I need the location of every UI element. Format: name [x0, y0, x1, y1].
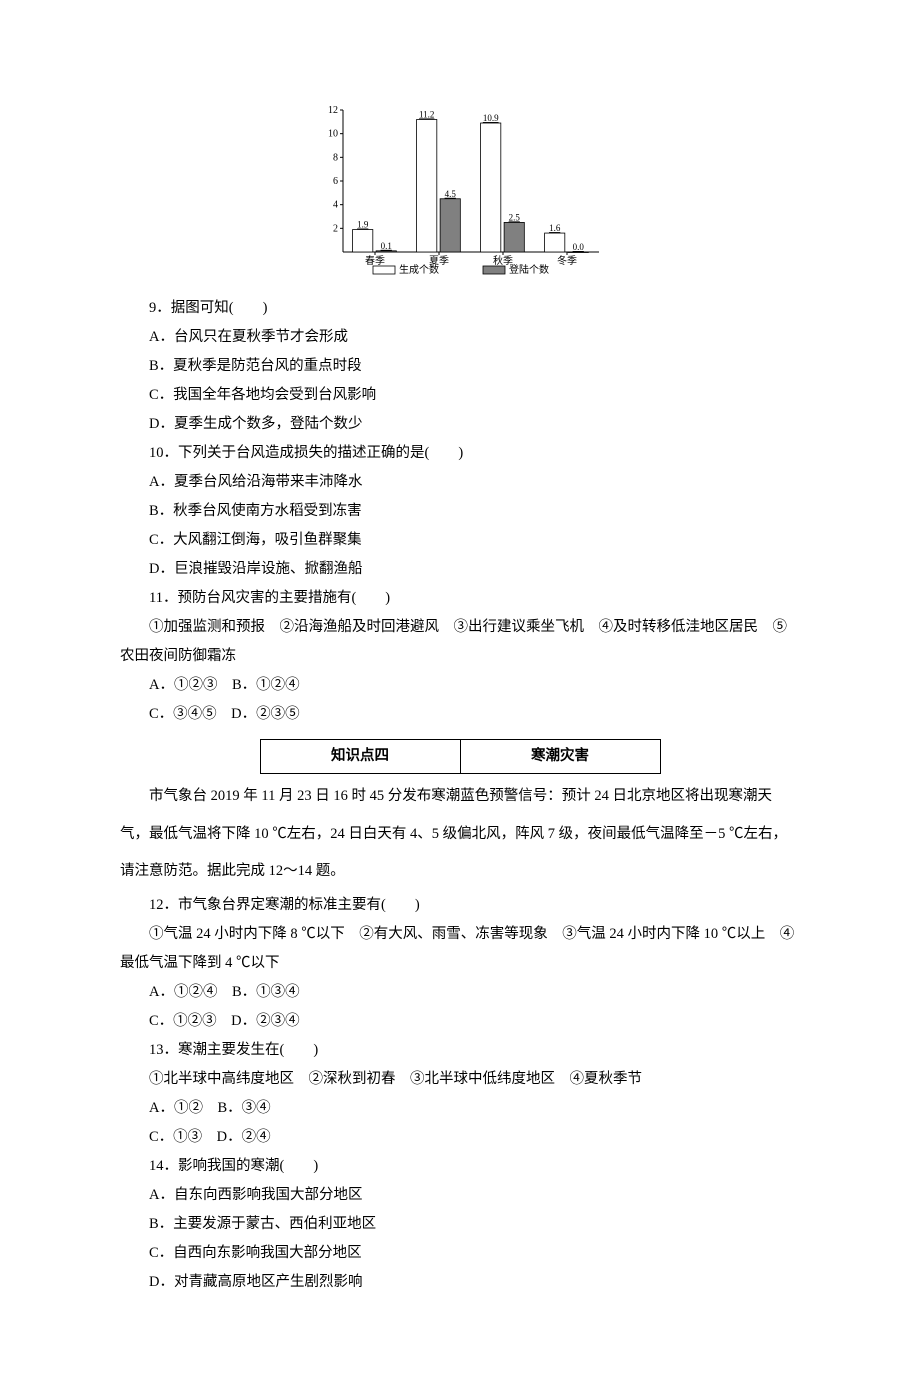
q10-option-a: A．夏季台风给沿海带来丰沛降水 — [120, 468, 800, 497]
q11-items: ①加强监测和预报 ②沿海渔船及时回港避风 ③出行建议乘坐飞机 ④及时转移低洼地区… — [120, 613, 800, 671]
q9-option-a: A．台风只在夏秋季节才会形成 — [120, 323, 800, 352]
q14-option-a: A．自东向西影响我国大部分地区 — [120, 1181, 800, 1210]
q10-option-b: B．秋季台风使南方水稻受到冻害 — [120, 497, 800, 526]
svg-text:登陆个数: 登陆个数 — [509, 263, 549, 276]
svg-text:4.5: 4.5 — [445, 189, 457, 199]
q12-options-ab: A．①②④ B．①③④ — [120, 978, 800, 1007]
q9-option-c: C．我国全年各地均会受到台风影响 — [120, 381, 800, 410]
svg-text:1.6: 1.6 — [549, 223, 561, 233]
svg-text:8: 8 — [333, 152, 338, 163]
q14-option-d: D．对青藏高原地区产生剧烈影响 — [120, 1268, 800, 1297]
svg-text:6: 6 — [333, 176, 338, 187]
svg-text:4: 4 — [333, 200, 338, 211]
q11-stem: 11．预防台风灾害的主要措施有( ) — [120, 584, 800, 613]
q9-stem: 9．据图可知( ) — [120, 294, 800, 323]
svg-text:1.9: 1.9 — [357, 220, 369, 230]
q11-options-ab: A．①②③ B．①②④ — [120, 671, 800, 700]
svg-text:生成个数: 生成个数 — [399, 263, 439, 276]
svg-text:12: 12 — [328, 105, 338, 116]
chart-container: 246810121.90.1春季11.24.5夏季10.92.5秋季1.60.0… — [120, 100, 800, 288]
q14-option-b: B．主要发源于蒙古、西伯利亚地区 — [120, 1210, 800, 1239]
typhoon-bar-chart: 246810121.90.1春季11.24.5夏季10.92.5秋季1.60.0… — [315, 100, 605, 288]
q13-options-ab: A．①② B．③④ — [120, 1094, 800, 1123]
section-header-left: 知识点四 — [260, 740, 460, 774]
q10-option-c: C．大风翻江倒海，吸引鱼群聚集 — [120, 526, 800, 555]
passage-12-14: 市气象台 2019 年 11 月 23 日 16 时 45 分发布寒潮蓝色预警信… — [120, 778, 800, 891]
q10-option-d: D．巨浪摧毁沿岸设施、掀翻渔船 — [120, 555, 800, 584]
svg-text:10: 10 — [328, 129, 338, 140]
svg-text:11.2: 11.2 — [419, 109, 434, 119]
section-header-table: 知识点四 寒潮灾害 — [260, 739, 661, 774]
svg-text:10.9: 10.9 — [483, 113, 499, 123]
q12-options-cd: C．①②③ D．②③④ — [120, 1007, 800, 1036]
q14-option-c: C．自西向东影响我国大部分地区 — [120, 1239, 800, 1268]
svg-text:2: 2 — [333, 223, 338, 234]
q11-options-cd: C．③④⑤ D．②③⑤ — [120, 700, 800, 729]
q12-stem: 12．市气象台界定寒潮的标准主要有( ) — [120, 891, 800, 920]
q13-items: ①北半球中高纬度地区 ②深秋到初春 ③北半球中低纬度地区 ④夏秋季节 — [120, 1065, 800, 1094]
svg-text:春季: 春季 — [365, 255, 385, 267]
svg-text:冬季: 冬季 — [557, 254, 577, 267]
q9-option-d: D．夏季生成个数多，登陆个数少 — [120, 410, 800, 439]
q13-stem: 13．寒潮主要发生在( ) — [120, 1036, 800, 1065]
q12-items: ①气温 24 小时内下降 8 ℃以下 ②有大风、雨雪、冻害等现象 ③气温 24 … — [120, 920, 800, 978]
svg-text:0.1: 0.1 — [381, 241, 392, 251]
q10-stem: 10．下列关于台风造成损失的描述正确的是( ) — [120, 439, 800, 468]
q14-stem: 14．影响我国的寒潮( ) — [120, 1152, 800, 1181]
svg-text:0.0: 0.0 — [573, 242, 585, 252]
q13-options-cd: C．①③ D．②④ — [120, 1123, 800, 1152]
svg-text:2.5: 2.5 — [509, 212, 521, 222]
q9-option-b: B．夏秋季是防范台风的重点时段 — [120, 352, 800, 381]
section-header-right: 寒潮灾害 — [460, 740, 660, 774]
